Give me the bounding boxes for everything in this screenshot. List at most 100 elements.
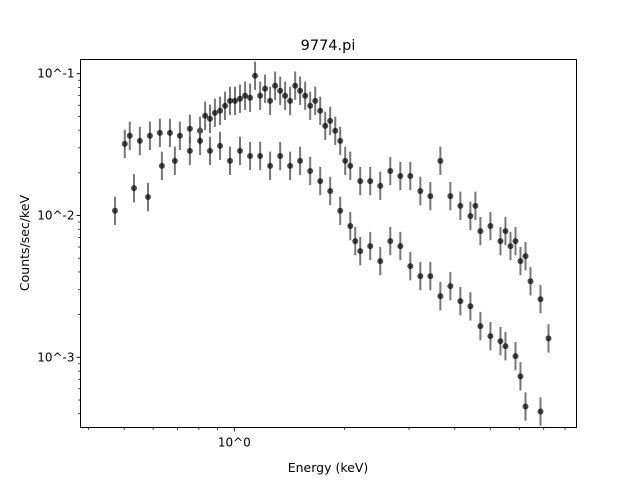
data-point bbox=[457, 202, 464, 209]
data-point bbox=[287, 97, 294, 104]
data-point bbox=[387, 238, 394, 245]
data-point bbox=[297, 87, 304, 94]
data-point bbox=[186, 125, 193, 132]
data-point bbox=[512, 353, 519, 360]
series-1 bbox=[111, 126, 544, 426]
data-point bbox=[231, 97, 238, 104]
y-tick-label: 10^-3 bbox=[37, 350, 74, 364]
y-tick-label: 10^-1 bbox=[37, 67, 74, 81]
data-point bbox=[487, 333, 494, 340]
data-point bbox=[176, 132, 183, 139]
data-point bbox=[337, 137, 344, 144]
data-point bbox=[327, 117, 334, 124]
data-point bbox=[467, 213, 474, 220]
x-tick-label: 10^0 bbox=[218, 436, 251, 450]
tick-labels: 10^0 10^-1 10^-2 10^-3 bbox=[37, 67, 251, 450]
data-point bbox=[222, 102, 229, 109]
data-point bbox=[171, 157, 178, 164]
y-axis-label: Counts/sec/keV bbox=[17, 194, 32, 291]
series-0 bbox=[121, 61, 552, 353]
data-point bbox=[262, 85, 269, 92]
data-point bbox=[242, 92, 249, 99]
data-point bbox=[477, 323, 484, 330]
data-point bbox=[397, 243, 404, 250]
data-point bbox=[292, 82, 299, 89]
data-point bbox=[207, 147, 214, 154]
data-point bbox=[317, 178, 324, 185]
data-point bbox=[437, 293, 444, 300]
data-point bbox=[111, 207, 118, 214]
data-point bbox=[136, 137, 143, 144]
data-point bbox=[272, 82, 279, 89]
data-point bbox=[357, 178, 364, 185]
data-point bbox=[166, 129, 173, 136]
data-point bbox=[236, 147, 243, 154]
data-point bbox=[537, 408, 544, 415]
data-point bbox=[352, 238, 359, 245]
data-marks bbox=[111, 61, 552, 426]
data-point bbox=[427, 273, 434, 280]
data-point bbox=[545, 335, 552, 342]
data-point bbox=[502, 228, 509, 235]
data-point bbox=[467, 303, 474, 310]
data-point bbox=[332, 127, 339, 134]
plot-frame bbox=[80, 59, 577, 428]
data-point bbox=[277, 152, 284, 159]
data-point bbox=[437, 157, 444, 164]
data-point bbox=[307, 168, 314, 175]
data-point bbox=[517, 373, 524, 380]
data-point bbox=[131, 185, 138, 192]
data-point bbox=[377, 182, 384, 189]
data-point bbox=[145, 194, 152, 201]
data-point bbox=[156, 129, 163, 136]
data-point bbox=[447, 193, 454, 200]
data-point bbox=[186, 147, 193, 154]
data-point bbox=[522, 253, 529, 260]
data-point bbox=[126, 132, 133, 139]
data-point bbox=[287, 162, 294, 169]
data-point bbox=[457, 298, 464, 305]
data-point bbox=[197, 137, 204, 144]
data-point bbox=[312, 97, 319, 104]
data-point bbox=[417, 273, 424, 280]
data-point bbox=[397, 173, 404, 180]
data-point bbox=[307, 102, 314, 109]
data-point bbox=[322, 122, 329, 129]
data-point bbox=[517, 258, 524, 265]
data-point bbox=[347, 223, 354, 230]
data-point bbox=[217, 107, 224, 114]
x-axis-label: Energy (keV) bbox=[288, 460, 369, 475]
data-point bbox=[277, 87, 284, 94]
data-point bbox=[327, 187, 334, 194]
data-point bbox=[377, 258, 384, 265]
data-point bbox=[477, 228, 484, 235]
data-point bbox=[367, 178, 374, 185]
data-point bbox=[317, 107, 324, 114]
data-point bbox=[257, 152, 264, 159]
data-point bbox=[502, 343, 509, 350]
data-point bbox=[247, 152, 254, 159]
data-point bbox=[387, 168, 394, 175]
data-point bbox=[347, 162, 354, 169]
chart-title: 9774.pi bbox=[301, 38, 356, 54]
data-point bbox=[357, 248, 364, 255]
data-point bbox=[257, 92, 264, 99]
data-point bbox=[407, 173, 414, 180]
data-point bbox=[217, 142, 224, 149]
data-point bbox=[247, 94, 254, 101]
data-point bbox=[427, 193, 434, 200]
data-point bbox=[447, 283, 454, 290]
data-point bbox=[267, 162, 274, 169]
data-point bbox=[342, 157, 349, 164]
data-point bbox=[158, 162, 165, 169]
data-point bbox=[282, 92, 289, 99]
data-point bbox=[497, 338, 504, 345]
data-point bbox=[417, 187, 424, 194]
data-point bbox=[407, 263, 414, 270]
data-point bbox=[252, 72, 259, 79]
data-point bbox=[227, 157, 234, 164]
data-point bbox=[146, 132, 153, 139]
data-point bbox=[227, 97, 234, 104]
data-point bbox=[512, 238, 519, 245]
